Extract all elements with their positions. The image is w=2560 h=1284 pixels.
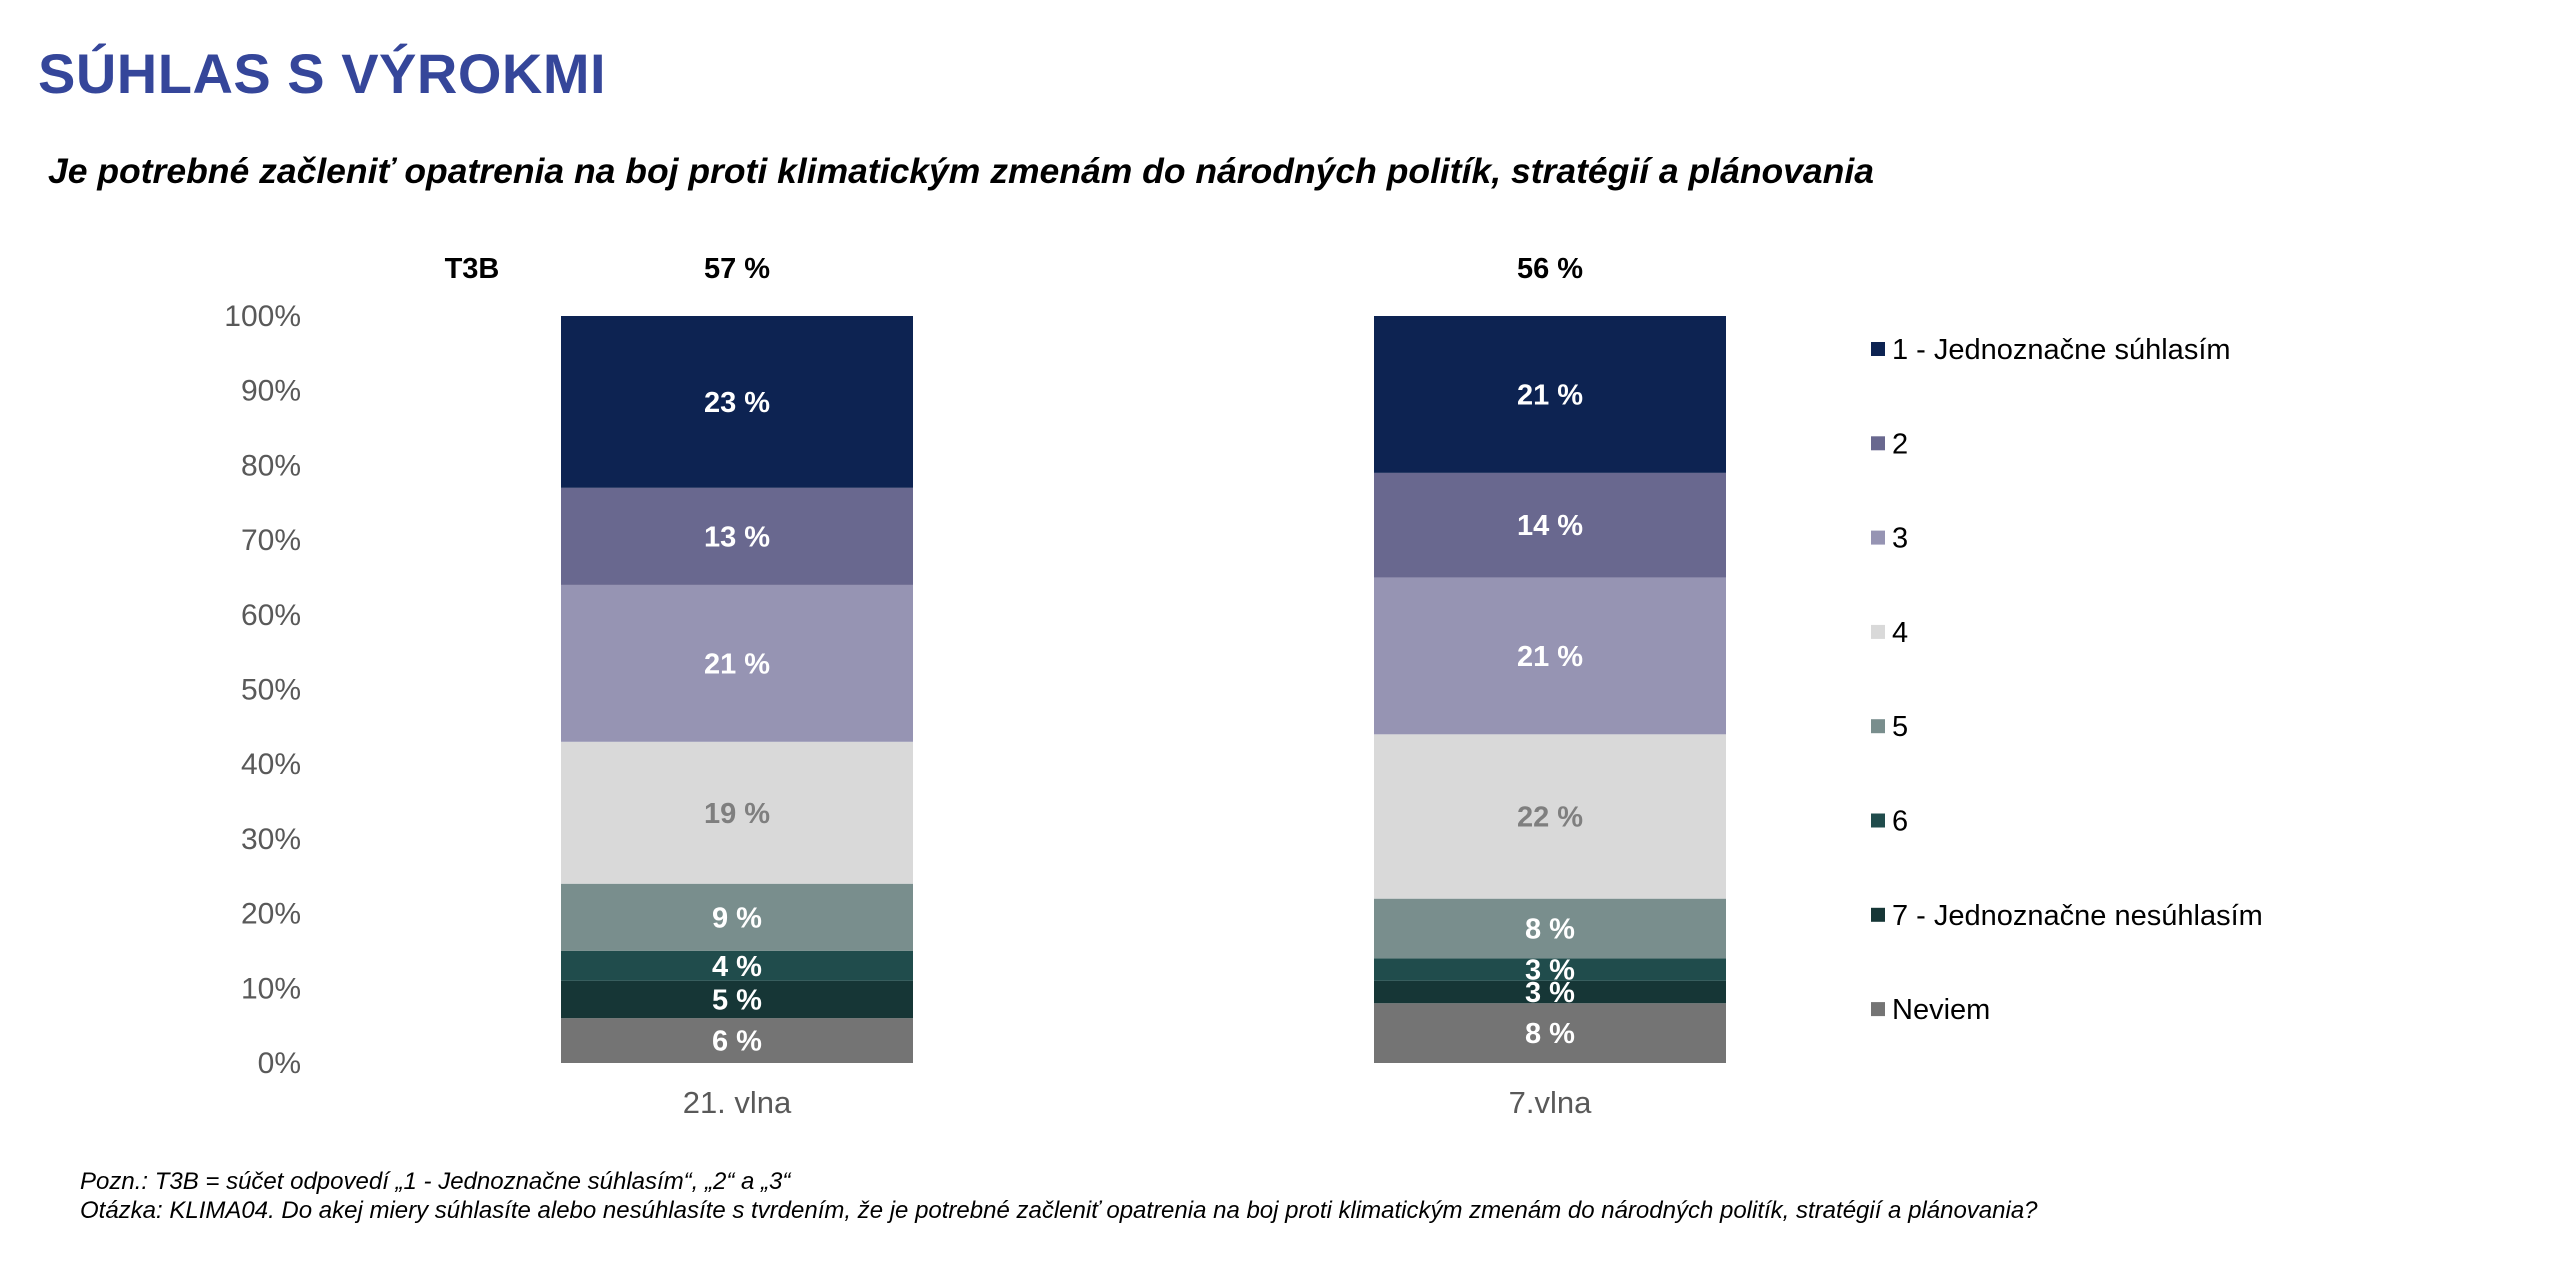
legend-label: 3 [1892,523,1908,555]
y-tick-label: 70% [241,524,301,557]
data-label: 4 % [712,951,762,983]
data-label: 14 % [1517,510,1583,542]
bar-segment [1374,316,1726,473]
y-tick-label: 10% [241,972,301,1005]
t3b-value: 57 % [704,253,770,285]
legend-swatch [1871,624,1885,639]
data-label: 23 % [704,387,770,419]
legend-label: 7 - Jednoznačne nesúhlasím [1892,900,2263,932]
legend-label: 1 - Jednoznačne súhlasím [1892,334,2231,366]
legend-item: 7 - Jednoznačne nesúhlasím [1871,900,2263,932]
bars: 6 %5 %4 %9 %19 %21 %13 %23 %8 %3 %3 %8 %… [561,316,1726,1063]
legend-item: 4 [1871,617,1908,649]
data-label: 8 % [1525,1018,1575,1050]
t3b-label: T3B [445,253,500,285]
chart-question-title: Je potrebné začleniť opatrenia na boj pr… [48,151,1874,191]
data-label: 9 % [712,902,762,934]
y-tick-label: 20% [241,898,301,931]
legend-label: 5 [1892,711,1908,743]
legend-item: 5 [1871,711,1908,743]
legend-label: Neviem [1892,994,1990,1026]
x-axis: 21. vlna 7.vlna [683,1085,1592,1120]
data-label: 13 % [704,521,770,553]
legend-swatch [1871,436,1885,451]
bar-segment [561,980,913,1019]
t3b-value: 56 % [1517,253,1583,285]
data-label: 21 % [704,648,770,680]
legend-label: 6 [1892,806,1908,838]
legend-swatch [1871,342,1885,356]
footnote-t3b: Pozn.: T3B = súčet odpovedí „1 - Jednozn… [80,1168,791,1195]
bar-segment [1374,1003,1726,1063]
bar-segment [1374,734,1726,899]
page-title: SÚHLAS S VÝROKMI [38,42,607,105]
y-tick-label: 100% [224,300,301,333]
x-category-label: 7.vlna [1509,1085,1592,1120]
data-label: 8 % [1525,914,1575,946]
data-label: 5 % [712,985,762,1017]
legend-label: 4 [1892,617,1908,649]
legend-swatch [1871,813,1885,828]
legend-swatch [1871,530,1885,545]
bar-segment [561,741,913,884]
data-label: 21 % [1517,379,1583,411]
legend-item: 3 [1871,523,1908,555]
y-tick-label: 60% [241,599,301,632]
legend-swatch [1871,1002,1885,1017]
data-label: 21 % [1517,641,1583,673]
t3b-row: T3B 57 % 56 % [445,253,1584,285]
y-tick-label: 0% [258,1047,301,1080]
legend-item: 1 - Jednoznačne súhlasím [1871,334,2231,366]
footnotes: Pozn.: T3B = súčet odpovedí „1 - Jednozn… [80,1167,2038,1225]
y-tick-label: 30% [241,823,301,856]
bar-segment [561,316,913,488]
legend-item: 2 [1871,428,1908,460]
bar-segment [1374,577,1726,735]
y-tick-label: 80% [241,449,301,482]
bar-segment [1374,472,1726,578]
bar-segment [561,1018,913,1063]
data-label: 3 % [1525,977,1575,1009]
bar-stack: 8 % 3 %3 % 8 % 22 % 21 % 14 % 21 % [1374,316,1726,1063]
y-tick-label: 50% [241,674,301,707]
bar-stack: 6 % 5 %4 % 9 % 19 % 21 % 13 % 23 % [561,316,913,1063]
bar-segment [561,584,913,742]
data-label: 3 % [1525,955,1575,987]
bar-segment [561,883,913,951]
x-category-label: 21. vlna [683,1085,792,1120]
y-axis: 0% 10% 20% 30% 40% 50% 60% 70% 80% 90% 100% [224,300,301,1080]
bar-segment [561,950,913,981]
bar-segment [1374,980,1726,1004]
data-label: 19 % [704,798,770,830]
bar-segment [561,487,913,585]
footnote-question: Otázka: KLIMA04. Do akej miery súhlasíte… [80,1197,2038,1224]
legend-label: 2 [1892,428,1908,460]
data-label: 6 % [712,1026,762,1058]
data-label: 22 % [1517,801,1583,833]
bar-segment [1374,958,1726,981]
legend-item: 6 [1871,806,1908,838]
legend-item: Neviem [1871,994,1990,1026]
legend-swatch [1871,907,1885,922]
bar-segment [1374,898,1726,959]
legend: 1 - Jednoznačne súhlasím 2 3 4 5 6 7 - Jednozn… [1871,334,2263,1026]
legend-swatch [1871,719,1885,734]
y-tick-label: 40% [241,748,301,781]
y-tick-label: 90% [241,375,301,408]
